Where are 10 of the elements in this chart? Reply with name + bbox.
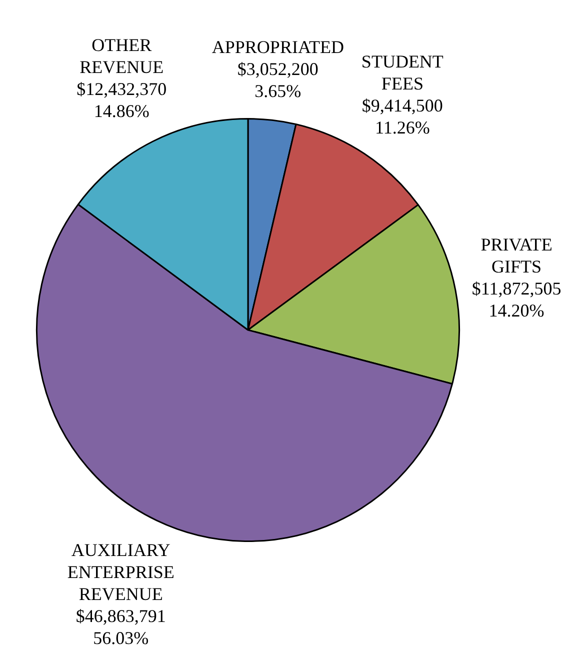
data-label: $9,414,500 11.26% — [362, 96, 443, 138]
slice-label: STUDENT FEES — [361, 52, 444, 94]
data-label: $46,863,791 56.03% — [76, 606, 166, 648]
slice-label: OTHER REVENUE — [80, 35, 164, 78]
data-label: $11,872,505 14.20% — [472, 278, 562, 321]
slice-label: AUXILIARY ENTERPRISE REVENUE — [67, 540, 174, 604]
data-label: $3,052,200 3.65% — [237, 58, 318, 101]
slice-label: PRIVATE GIFTS — [480, 234, 552, 277]
slice-label: APPROPRIATED — [212, 36, 344, 57]
data-label: $12,432,370 14.86% — [76, 79, 167, 122]
